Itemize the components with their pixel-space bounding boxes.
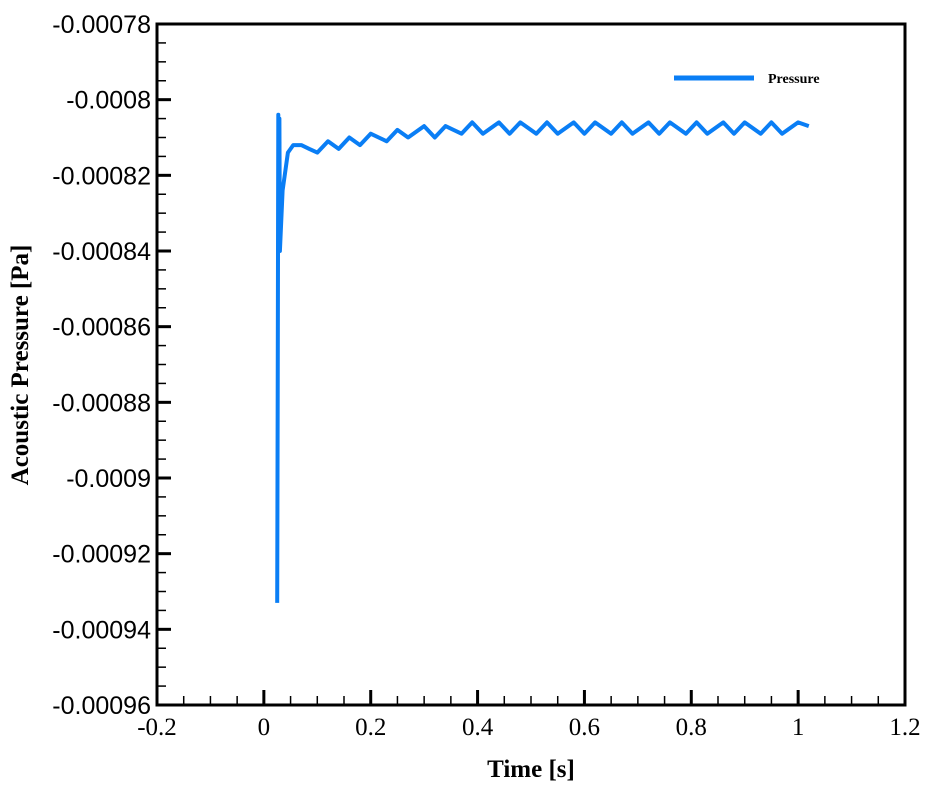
x-tick-label: 0.8 <box>676 714 707 741</box>
plot-frame <box>155 22 907 707</box>
x-tick-label: 0.2 <box>355 714 386 741</box>
y-tick-label: -0.00096 <box>52 692 151 720</box>
pressure-series-line <box>275 112 810 603</box>
legend-label-pressure: Pressure <box>768 72 820 87</box>
x-axis-tick-labels: -0.2 0 0.2 0.4 0.6 0.8 1 1.2 <box>137 714 920 741</box>
x-tick-label: 0.6 <box>569 714 600 741</box>
legend: Pressure <box>674 72 820 87</box>
y-axis-tick-labels: -0.00078 -0.0008 -0.00082 -0.00084 -0.00086 -… <box>52 11 151 720</box>
y-tick-label: -0.00092 <box>52 541 151 569</box>
x-tick-label: 1 <box>792 714 805 741</box>
y-tick-label: -0.00084 <box>52 238 151 266</box>
x-tick-label: 1.2 <box>889 714 920 741</box>
x-tick-label: -0.2 <box>137 714 177 741</box>
x-tick-label: 0 <box>258 714 271 741</box>
y-tick-label: -0.00078 <box>52 11 151 39</box>
y-tick-label: -0.0009 <box>66 465 151 493</box>
y-tick-label: -0.00082 <box>52 162 151 190</box>
y-tick-label: -0.00086 <box>52 314 151 342</box>
x-axis-title: Time [s] <box>487 756 575 783</box>
x-tick-label: 0.4 <box>462 714 494 741</box>
y-tick-label: -0.00094 <box>52 616 151 644</box>
y-tick-label: -0.00088 <box>52 389 151 417</box>
y-tick-label: -0.0008 <box>66 87 151 115</box>
y-axis-title: Acoustic Pressure [Pa] <box>7 245 34 486</box>
